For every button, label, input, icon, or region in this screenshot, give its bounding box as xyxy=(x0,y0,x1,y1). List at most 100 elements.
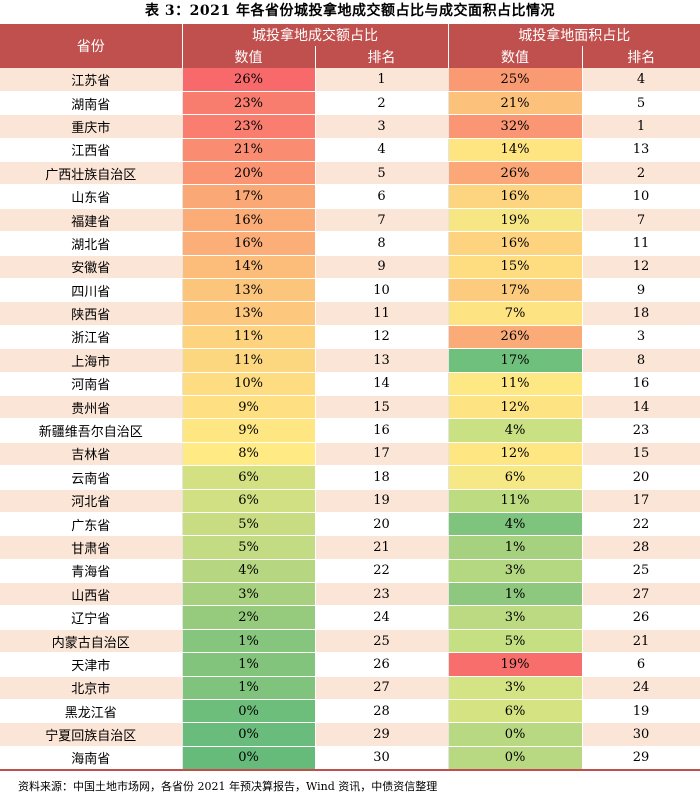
area-value-cell: 15% xyxy=(448,255,583,280)
province-cell: 青海省 xyxy=(0,559,183,584)
area-value-cell: 3% xyxy=(448,605,583,630)
amount-rank-cell: 30 xyxy=(315,746,449,771)
amount-value-cell: 4% xyxy=(182,559,316,584)
amount-value-cell: 0% xyxy=(182,746,316,771)
area-value-cell: 6% xyxy=(448,465,583,490)
area-value-cell: 19% xyxy=(448,652,583,677)
amount-rank-cell: 3 xyxy=(315,114,449,139)
table-row: 贵州省 9% 15 12% 14 xyxy=(0,395,700,420)
amount-value-cell: 1% xyxy=(182,652,316,677)
header-amount-rank: 排名 xyxy=(315,46,449,68)
area-rank-cell: 19 xyxy=(582,699,700,724)
table-row: 河南省 10% 14 11% 16 xyxy=(0,372,700,396)
amount-rank-cell: 18 xyxy=(315,465,449,490)
province-cell: 浙江省 xyxy=(0,325,183,350)
amount-rank-cell: 22 xyxy=(315,559,449,584)
area-rank-cell: 6 xyxy=(582,652,700,677)
area-rank-cell: 29 xyxy=(582,746,700,771)
table-row: 云南省 6% 18 6% 20 xyxy=(0,465,700,490)
amount-rank-cell: 24 xyxy=(315,605,449,630)
province-cell: 重庆市 xyxy=(0,114,183,139)
amount-value-cell: 17% xyxy=(182,184,316,209)
amount-value-cell: 23% xyxy=(182,114,316,139)
amount-rank-cell: 28 xyxy=(315,699,449,724)
province-cell: 吉林省 xyxy=(0,442,183,467)
amount-rank-cell: 27 xyxy=(315,676,449,701)
province-cell: 江苏省 xyxy=(0,68,183,92)
area-rank-cell: 24 xyxy=(582,676,700,701)
area-rank-cell: 12 xyxy=(582,255,700,280)
province-cell: 贵州省 xyxy=(0,395,183,420)
province-cell: 海南省 xyxy=(0,746,183,771)
area-rank-cell: 8 xyxy=(582,348,700,373)
table-row: 青海省 4% 22 3% 25 xyxy=(0,559,700,584)
amount-rank-cell: 15 xyxy=(315,395,449,420)
area-value-cell: 26% xyxy=(448,161,583,186)
area-rank-cell: 14 xyxy=(582,395,700,420)
area-value-cell: 16% xyxy=(448,231,583,256)
area-rank-cell: 10 xyxy=(582,184,700,209)
source-note: 资料来源：中国土地市场网，各省份 2021 年预决算报告，Wind 资讯，中债资… xyxy=(18,780,438,793)
amount-value-cell: 3% xyxy=(182,582,316,607)
table-row: 新疆维吾尔自治区 9% 16 4% 23 xyxy=(0,418,700,443)
province-cell: 上海市 xyxy=(0,348,183,373)
area-value-cell: 4% xyxy=(448,512,583,537)
table-row: 天津市 1% 26 19% 6 xyxy=(0,652,700,677)
province-cell: 安徽省 xyxy=(0,255,183,280)
amount-value-cell: 1% xyxy=(182,676,316,701)
table-body: 江苏省 26% 1 25% 4 湖南省 23% 2 21% 5 重庆市 23% 3 32% 1 江西省 21% 4… xyxy=(0,68,700,771)
amount-value-cell: 2% xyxy=(182,605,316,630)
area-value-cell: 3% xyxy=(448,559,583,584)
area-value-cell: 11% xyxy=(448,372,583,396)
area-value-cell: 19% xyxy=(448,208,583,233)
amount-value-cell: 11% xyxy=(182,348,316,373)
table-row: 山西省 3% 23 1% 27 xyxy=(0,582,700,607)
amount-value-cell: 14% xyxy=(182,255,316,280)
amount-value-cell: 21% xyxy=(182,138,316,163)
amount-rank-cell: 26 xyxy=(315,652,449,677)
amount-value-cell: 9% xyxy=(182,395,316,420)
amount-rank-cell: 4 xyxy=(315,138,449,163)
area-value-cell: 6% xyxy=(448,699,583,724)
amount-rank-cell: 23 xyxy=(315,582,449,607)
area-rank-cell: 16 xyxy=(582,372,700,396)
area-value-cell: 12% xyxy=(448,395,583,420)
table-row: 江西省 21% 4 14% 13 xyxy=(0,138,700,163)
province-cell: 广西壮族自治区 xyxy=(0,161,183,186)
amount-rank-cell: 29 xyxy=(315,722,449,747)
amount-value-cell: 13% xyxy=(182,278,316,303)
table-row: 山东省 17% 6 16% 10 xyxy=(0,184,700,209)
area-value-cell: 14% xyxy=(448,138,583,163)
area-value-cell: 0% xyxy=(448,746,583,771)
amount-rank-cell: 17 xyxy=(315,442,449,467)
province-land-table: 省份 城投拿地成交额占比 城投拿地面积占比 数值 排名 数值 排名 江苏省 26%… xyxy=(0,24,700,771)
area-value-cell: 25% xyxy=(448,68,583,92)
table-row: 北京市 1% 27 3% 24 xyxy=(0,676,700,701)
amount-rank-cell: 25 xyxy=(315,629,449,654)
table-row: 吉林省 8% 17 12% 15 xyxy=(0,442,700,467)
area-value-cell: 16% xyxy=(448,184,583,209)
province-cell: 河北省 xyxy=(0,489,183,513)
amount-value-cell: 1% xyxy=(182,629,316,654)
amount-rank-cell: 7 xyxy=(315,208,449,233)
area-value-cell: 4% xyxy=(448,418,583,443)
area-rank-cell: 7 xyxy=(582,208,700,233)
area-value-cell: 17% xyxy=(448,348,583,373)
area-value-cell: 1% xyxy=(448,582,583,607)
province-cell: 宁夏回族自治区 xyxy=(0,722,183,747)
table-row: 上海市 11% 13 17% 8 xyxy=(0,348,700,373)
amount-value-cell: 23% xyxy=(182,91,316,116)
amount-rank-cell: 16 xyxy=(315,418,449,443)
province-cell: 江西省 xyxy=(0,138,183,163)
area-value-cell: 3% xyxy=(448,676,583,701)
area-value-cell: 17% xyxy=(448,278,583,303)
province-cell: 辽宁省 xyxy=(0,605,183,630)
table-row: 安徽省 14% 9 15% 12 xyxy=(0,255,700,280)
amount-rank-cell: 20 xyxy=(315,512,449,537)
amount-rank-cell: 13 xyxy=(315,348,449,373)
header-area-value: 数值 xyxy=(448,46,583,68)
area-rank-cell: 28 xyxy=(582,535,700,560)
amount-value-cell: 6% xyxy=(182,489,316,513)
table-row: 广西壮族自治区 20% 5 26% 2 xyxy=(0,161,700,186)
table-row: 宁夏回族自治区 0% 29 0% 30 xyxy=(0,722,700,747)
